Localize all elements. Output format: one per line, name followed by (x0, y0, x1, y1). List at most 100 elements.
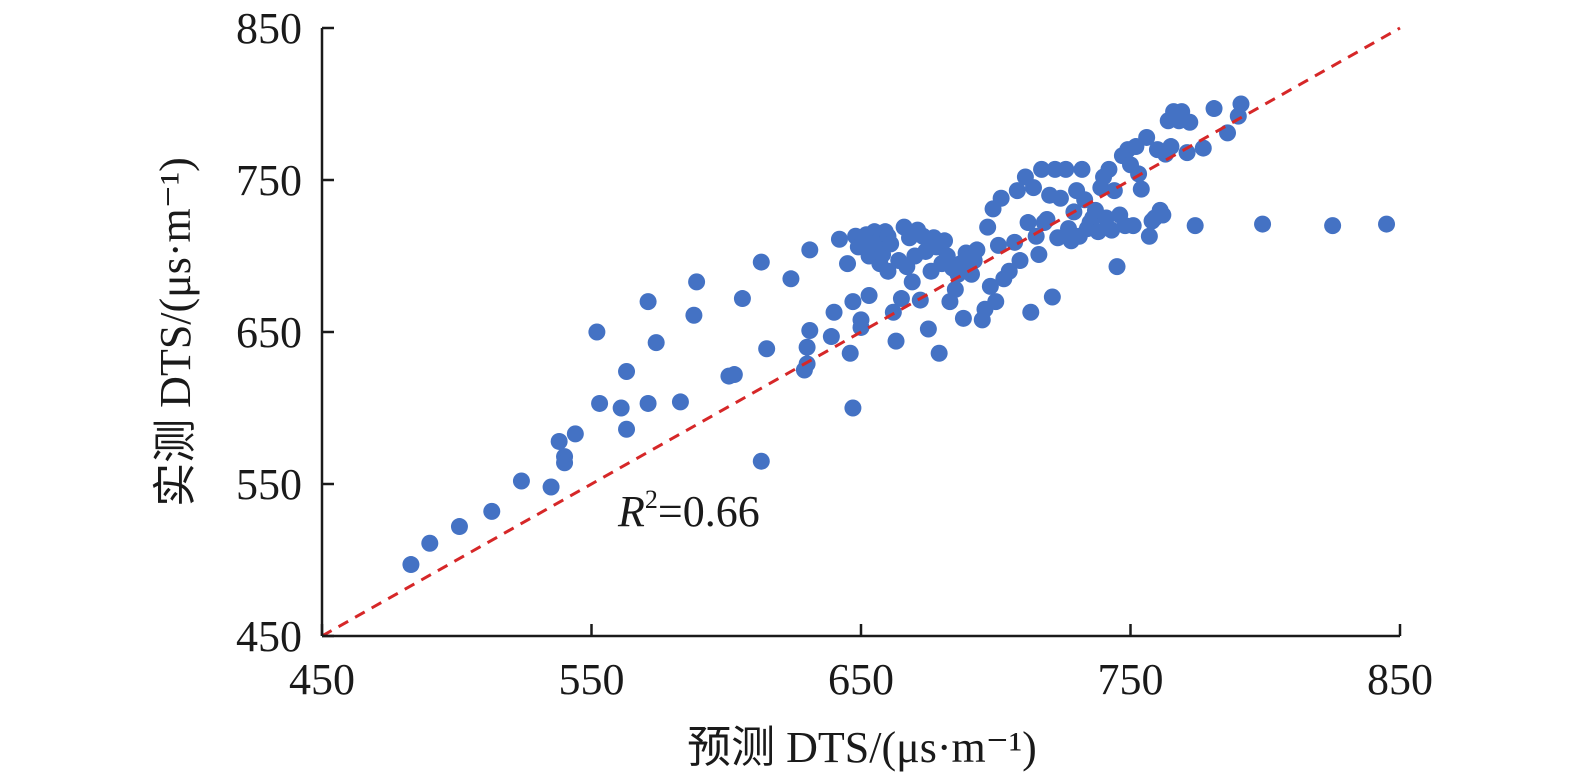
data-point (1154, 206, 1172, 224)
data-point (841, 344, 859, 362)
data-point (1022, 303, 1040, 321)
data-point (830, 230, 848, 248)
data-point (844, 399, 862, 417)
r2-superscript: 2 (645, 485, 658, 514)
data-point (936, 232, 954, 250)
data-point (1073, 160, 1091, 178)
data-point (1162, 138, 1180, 156)
data-point (1132, 180, 1150, 198)
data-point (639, 293, 657, 311)
data-point (1008, 182, 1026, 200)
data-point (825, 303, 843, 321)
x-tick-label: 550 (559, 655, 625, 704)
data-point (612, 399, 630, 417)
data-point (930, 344, 948, 362)
data-point (618, 363, 636, 381)
data-point (1138, 128, 1156, 146)
r2-value: =0.66 (658, 487, 760, 536)
data-point (968, 241, 986, 259)
data-point (946, 280, 964, 298)
x-tick-label: 650 (828, 655, 894, 704)
data-point (752, 452, 770, 470)
data-point (1006, 233, 1024, 251)
ticks-layer: 450 550 650 750 850 450 550 650 750 850 (236, 4, 1433, 704)
data-point (1194, 139, 1212, 157)
data-point (987, 293, 1005, 311)
data-point (981, 277, 999, 295)
data-point (421, 534, 439, 552)
data-point (1024, 179, 1042, 197)
data-point (1140, 227, 1158, 245)
data-point (860, 287, 878, 305)
data-point (1019, 214, 1037, 232)
data-point (1254, 215, 1272, 233)
data-point (1089, 223, 1107, 241)
y-tick-label: 450 (236, 612, 302, 661)
y-tick-label: 850 (236, 4, 302, 53)
data-point (954, 309, 972, 327)
data-point (1033, 160, 1051, 178)
x-tick-label: 850 (1367, 655, 1433, 704)
data-point (1000, 262, 1018, 280)
data-point (798, 338, 816, 356)
r2-symbol: R (617, 487, 645, 536)
data-point (979, 218, 997, 236)
data-point (1011, 252, 1029, 270)
data-point (1051, 189, 1069, 207)
data-point (685, 306, 703, 324)
data-point (733, 290, 751, 308)
data-point (1178, 144, 1196, 162)
x-axis-title: 预测 DTS/(μs·m⁻¹) (687, 723, 1037, 772)
data-point (892, 290, 910, 308)
data-point (1100, 160, 1118, 178)
data-point (591, 394, 609, 412)
data-point (882, 235, 900, 253)
data-point (618, 420, 636, 438)
data-point (752, 253, 770, 271)
data-point (852, 318, 870, 336)
data-point (919, 320, 937, 338)
data-point (639, 394, 657, 412)
data-point (542, 478, 560, 496)
data-point (962, 265, 980, 283)
data-point (1124, 217, 1142, 235)
data-point (1103, 221, 1121, 239)
data-point (483, 502, 501, 520)
data-point (801, 241, 819, 259)
x-tick-label: 450 (289, 655, 355, 704)
data-point (1205, 100, 1223, 118)
data-point (556, 454, 574, 472)
data-point (782, 270, 800, 288)
y-tick-label: 550 (236, 460, 302, 509)
data-point (1057, 160, 1075, 178)
data-point (1108, 258, 1126, 276)
data-point (758, 340, 776, 358)
data-point (1030, 245, 1048, 263)
data-point (839, 255, 857, 273)
y-tick-label: 750 (236, 156, 302, 205)
data-point (550, 432, 568, 450)
data-point (903, 273, 921, 291)
points-layer (402, 95, 1396, 574)
data-point (1378, 215, 1396, 233)
data-point (688, 273, 706, 291)
data-point (1324, 217, 1342, 235)
data-point (512, 472, 530, 490)
y-axis-title: 实测 DTS/(μs·m⁻¹) (151, 157, 200, 507)
data-point (1181, 113, 1199, 131)
data-point (1232, 95, 1250, 113)
reference-line (321, 26, 1401, 638)
data-point (647, 334, 665, 352)
data-point (1043, 288, 1061, 306)
y-tick-label: 650 (236, 308, 302, 357)
data-point (801, 321, 819, 339)
data-point (879, 262, 897, 280)
data-point (588, 323, 606, 341)
data-point (566, 425, 584, 443)
data-point (822, 328, 840, 346)
data-point (402, 556, 420, 574)
data-point (725, 366, 743, 384)
data-point (992, 189, 1010, 207)
r2-annotation: R2=0.66 (617, 485, 760, 536)
